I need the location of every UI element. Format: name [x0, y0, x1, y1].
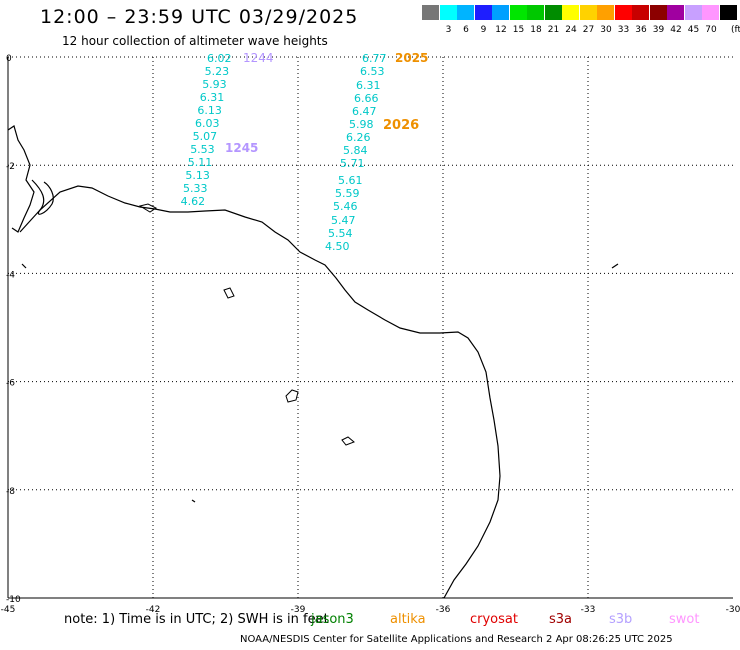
wave-height-value: 5.59 [335, 187, 360, 200]
lon-tick-label: -33 [581, 605, 596, 615]
wave-height-value: 6.13 [197, 104, 222, 117]
wave-height-value: 5.54 [328, 227, 353, 240]
wave-height-value: 6.26 [346, 131, 371, 144]
coastline-west [7, 125, 35, 233]
colorbar-tick-label: 15 [512, 25, 525, 35]
island-estuary [31, 179, 54, 215]
colorbar-swatch [632, 5, 649, 20]
colorbar-swatch [492, 5, 509, 20]
wave-height-value: 5.98 [349, 118, 374, 131]
satellite-legend-s3a: s3a [549, 612, 573, 627]
wave-height-value: 6.66 [354, 92, 379, 105]
pass-time-label: 1245 [225, 141, 258, 155]
wave-height-value: 6.47 [352, 105, 377, 118]
colorbar-swatch [597, 5, 614, 20]
lat-tick-label: -6 [6, 379, 15, 389]
satellite-legend-swot: swot [669, 612, 700, 627]
island [223, 287, 235, 299]
colorbar-swatch [614, 5, 632, 20]
colorbar-swatch [562, 5, 579, 20]
wave-height-value: 6.77 [362, 52, 387, 65]
footer-credit: NOAA/NESDIS Center for Satellite Applica… [240, 634, 673, 645]
footer-note: note: 1) Time is in UTC; 2) SWH is in fe… [64, 612, 329, 627]
lat-tick-label: -10 [6, 595, 21, 605]
colorbar-tick-label: 6 [463, 25, 469, 35]
wave-height-value: 5.11 [188, 156, 213, 169]
colorbar-tick-label: 9 [480, 25, 487, 35]
map-subtitle: 12 hour collection of altimeter wave hei… [62, 34, 328, 48]
wave-height-value: 5.23 [205, 65, 230, 78]
colorbar-swatch [649, 5, 667, 20]
pass-time-label: 2026 [383, 118, 419, 133]
wave-height-value: 5.13 [185, 169, 210, 182]
colorbar-tick-label: 12 [495, 25, 507, 35]
coastline [19, 185, 501, 599]
colorbar-swatch [439, 5, 457, 20]
wave-height-value: 5.47 [331, 214, 356, 227]
colorbar-swatch [667, 5, 684, 20]
colorbar-swatch [422, 5, 439, 20]
wave-height-value: 5.71 [340, 157, 365, 170]
lat-tick-label: -8 [6, 487, 15, 497]
colorbar-swatch [474, 5, 492, 20]
lon-tick-label: -39 [291, 605, 306, 615]
wave-height-value: 5.61 [338, 174, 363, 187]
wave-height-value: 5.07 [193, 130, 218, 143]
wave-height-value: 6.02 [207, 52, 232, 65]
wave-height-value: 6.03 [195, 117, 220, 130]
island [21, 263, 27, 269]
lat-tick-label: -4 [6, 270, 15, 280]
lat-tick-label: 0 [6, 54, 12, 64]
pass-time-label: 1244 [243, 51, 274, 65]
satellite-legend-cryosat: cryosat [470, 612, 518, 627]
island [138, 203, 157, 213]
colorbar-tick-label: 18 [530, 25, 542, 35]
colorbar-swatch [509, 5, 527, 20]
island [611, 263, 619, 269]
wave-height-value: 6.31 [356, 79, 381, 92]
colorbar-swatch [457, 5, 474, 20]
colorbar-tick-label: 70 [705, 25, 717, 35]
colorbar-swatch [579, 5, 597, 20]
colorbar-swatch [527, 5, 544, 20]
wave-height-value: 6.31 [200, 91, 225, 104]
colorbar-swatch [544, 5, 562, 20]
island [341, 436, 355, 446]
colorbar-swatch [702, 5, 719, 20]
wave-height-value: 5.53 [190, 143, 215, 156]
colorbar-tick-label: 42 [670, 25, 682, 35]
lon-tick-label: -42 [146, 605, 161, 615]
lon-tick-label: -30 [726, 605, 740, 615]
colorbar-unit: (ft) [731, 25, 740, 35]
colorbar-tick-label: 36 [635, 25, 647, 35]
lon-tick-label: -45 [1, 605, 16, 615]
colorbar-tick-label: 27 [582, 25, 595, 35]
satellite-legend-s3b: s3b [609, 612, 633, 627]
wave-height-value: 6.53 [360, 65, 385, 78]
colorbar-swatch [684, 5, 702, 20]
colorbar-tick-label: 39 [652, 25, 665, 35]
pass-time-label: 2025 [395, 51, 428, 65]
lon-tick-label: -36 [436, 605, 451, 615]
wave-height-value: 5.33 [183, 182, 208, 195]
wave-height-value: 5.84 [343, 144, 368, 157]
satellite-legend-altika: altika [390, 612, 426, 627]
colorbar-tick-label: 45 [687, 25, 700, 35]
colorbar-tick-label: 21 [547, 25, 560, 35]
lat-tick-label: -2 [6, 162, 15, 172]
map-title: 12:00 – 23:59 UTC 03/29/2025 [40, 6, 359, 28]
wave-height-value: 5.46 [333, 200, 358, 213]
satellite-legend-jason3: jason3 [311, 612, 354, 627]
island [191, 499, 196, 503]
colorbar-tick-label: 33 [617, 25, 630, 35]
colorbar-tick-label: 30 [600, 25, 612, 35]
colorbar-tick-label: 24 [565, 25, 577, 35]
wave-height-value: 5.93 [202, 78, 227, 91]
wave-height-value: 4.50 [325, 240, 350, 253]
colorbar-tick-label: 3 [445, 25, 452, 35]
wave-height-value: 4.62 [181, 195, 206, 208]
island [285, 389, 299, 403]
colorbar-swatch [719, 5, 737, 20]
